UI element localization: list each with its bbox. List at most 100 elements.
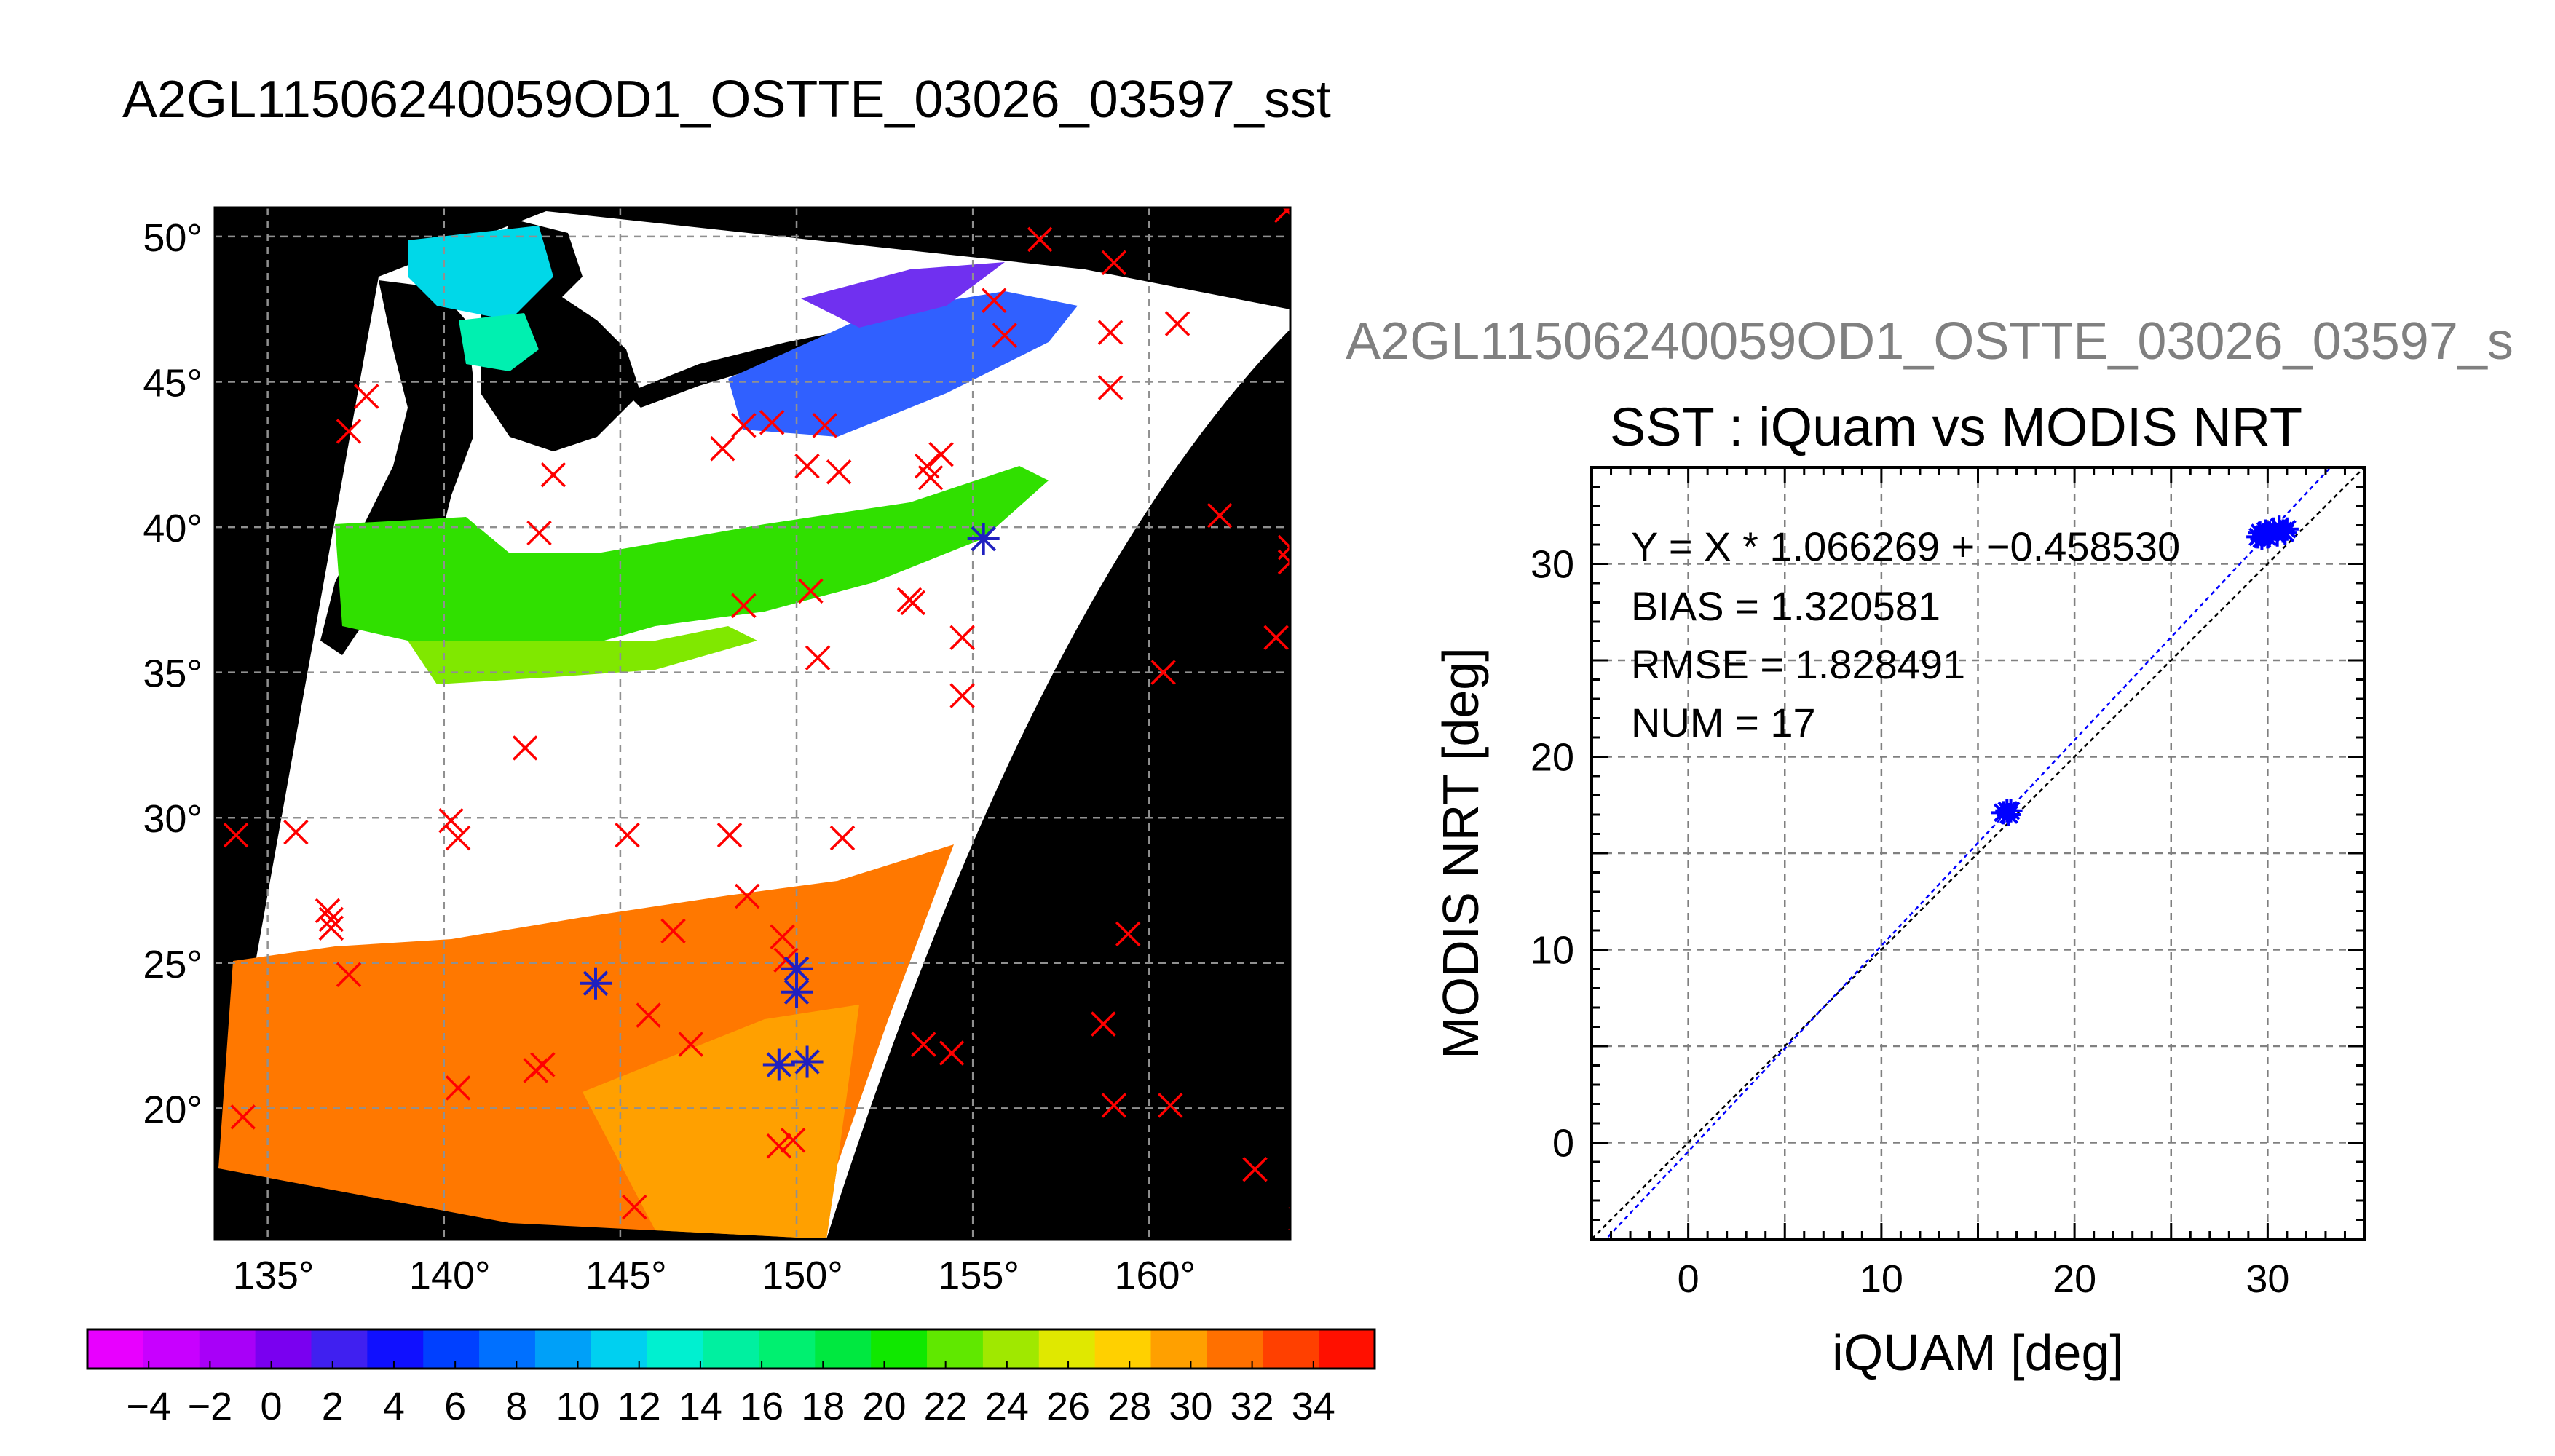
scatter-ytick-label: 30 (1531, 543, 1574, 587)
map-lat-label: 20° (143, 1088, 202, 1131)
colorbar-tick-label: 14 (679, 1385, 722, 1428)
colorbar-tick-label: 6 (444, 1385, 466, 1428)
red-x-marker (735, 883, 760, 909)
red-x-marker (1273, 207, 1290, 223)
scatter-grid (1592, 467, 2364, 1239)
scatter-lines (1592, 467, 2364, 1239)
scatter-ylabel: MODIS NRT [deg] (1432, 647, 1489, 1059)
scatter-xtick-label: 20 (2053, 1257, 2096, 1301)
red-x-marker (230, 1104, 256, 1130)
map-lat-label: 45° (143, 361, 202, 405)
blue-star-marker (781, 952, 813, 985)
colorbar-tick-label: 16 (740, 1385, 783, 1428)
red-x-marker (223, 822, 249, 848)
red-x-marker (1097, 320, 1124, 345)
red-x-marker (826, 459, 852, 485)
map-lat-label: 40° (143, 507, 202, 550)
red-x-marker (798, 578, 824, 604)
colorbar-tick-label: 24 (985, 1385, 1029, 1428)
colorbar-tick-label: 20 (862, 1385, 906, 1428)
colorbar-segment (143, 1329, 200, 1369)
colorbar-segment (647, 1329, 704, 1369)
red-x-marker (794, 454, 820, 479)
scatter-ytick-label: 20 (1531, 736, 1574, 780)
red-x-marker (445, 825, 471, 851)
scatter-xtick-label: 30 (2246, 1257, 2289, 1301)
colorbar-segment (311, 1329, 368, 1369)
red-x-marker (981, 288, 1007, 313)
map-lon-label: 145° (585, 1254, 667, 1297)
scatter-title: SST : iQuam vs MODIS NRT (1610, 397, 2302, 457)
colorbar-tick-label: 22 (924, 1385, 968, 1428)
red-x-marker (911, 1032, 936, 1057)
colorbar-segment (255, 1329, 312, 1369)
map-lon-label: 150° (762, 1254, 843, 1297)
red-x-marker (283, 819, 309, 845)
sst-patch-violet (801, 262, 1005, 328)
scatter-point (1999, 799, 2023, 823)
scatter-ytick-label: 10 (1531, 929, 1574, 973)
colorbar-segment (1207, 1329, 1264, 1369)
stat-rmse: RMSE = 1.828491 (1631, 641, 1965, 687)
red-x-marker (829, 825, 856, 851)
colorbar-tick-label: 2 (322, 1385, 344, 1428)
map-lon-label: 155° (938, 1254, 1019, 1297)
red-x-marker (512, 735, 538, 761)
red-x-marker (1115, 921, 1141, 947)
blue-star-markers (580, 523, 1000, 1081)
colorbar-tick-label: −4 (126, 1385, 171, 1428)
red-x-marker (1164, 311, 1190, 336)
red-x-marker (526, 520, 552, 546)
colorbar-segment (591, 1329, 648, 1369)
red-x-marker (1027, 226, 1053, 253)
colorbar-tick-label: −2 (188, 1385, 233, 1428)
red-x-marker (445, 1075, 471, 1101)
red-x-markers (223, 207, 1290, 1232)
red-x-marker (780, 1128, 806, 1153)
colorbar-segment (1319, 1329, 1375, 1369)
red-x-marker (759, 410, 785, 435)
red-x-marker (1277, 549, 1290, 575)
red-x-marker (438, 807, 464, 834)
red-x-marker (1101, 250, 1127, 276)
regression-line (1604, 467, 2332, 1239)
map-frame (213, 206, 1292, 1241)
red-x-marker (1101, 1093, 1127, 1118)
blue-star-marker (781, 976, 813, 1008)
red-x-marker (1097, 375, 1124, 400)
red-x-marker (523, 1058, 548, 1083)
colorbar-segment (479, 1329, 536, 1369)
colorbar-tick-label: 12 (617, 1385, 661, 1428)
scatter-xlabel: iQUAM [deg] (1832, 1324, 2124, 1381)
red-x-marker (636, 1002, 661, 1028)
colorbar-frame (86, 1328, 1376, 1370)
colorbar-tick-label: 8 (505, 1385, 527, 1428)
red-x-marker (622, 1194, 647, 1220)
identity-line (1592, 467, 2364, 1239)
scatter-ticks (1590, 466, 2366, 1241)
colorbar-segment (703, 1329, 760, 1369)
map-lat-label: 30° (143, 797, 202, 841)
blue-star-marker (967, 523, 1000, 555)
red-x-marker (812, 413, 838, 438)
scatter-points (1991, 515, 2299, 826)
colorbar-tick-label: 0 (261, 1385, 283, 1428)
map-lon-label: 160° (1114, 1254, 1196, 1297)
red-x-marker (1091, 1011, 1116, 1037)
map-lat-label: 50° (143, 216, 202, 260)
colorbar-segment (759, 1329, 816, 1369)
scatter-point (2275, 517, 2299, 541)
red-x-marker (900, 590, 926, 616)
red-x-marker (716, 822, 743, 848)
stat-bias: BIAS = 1.320581 (1631, 583, 1940, 629)
scatter-xtick-label: 0 (1678, 1257, 1699, 1301)
colorbar-segment (1038, 1329, 1096, 1369)
map-content (218, 211, 1290, 1239)
colorbar-tick-label: 26 (1046, 1385, 1090, 1428)
red-x-marker (336, 962, 362, 988)
red-x-marker (928, 442, 954, 467)
red-x-marker (353, 384, 379, 409)
red-x-marker (1263, 625, 1289, 650)
red-x-marker (770, 924, 795, 950)
